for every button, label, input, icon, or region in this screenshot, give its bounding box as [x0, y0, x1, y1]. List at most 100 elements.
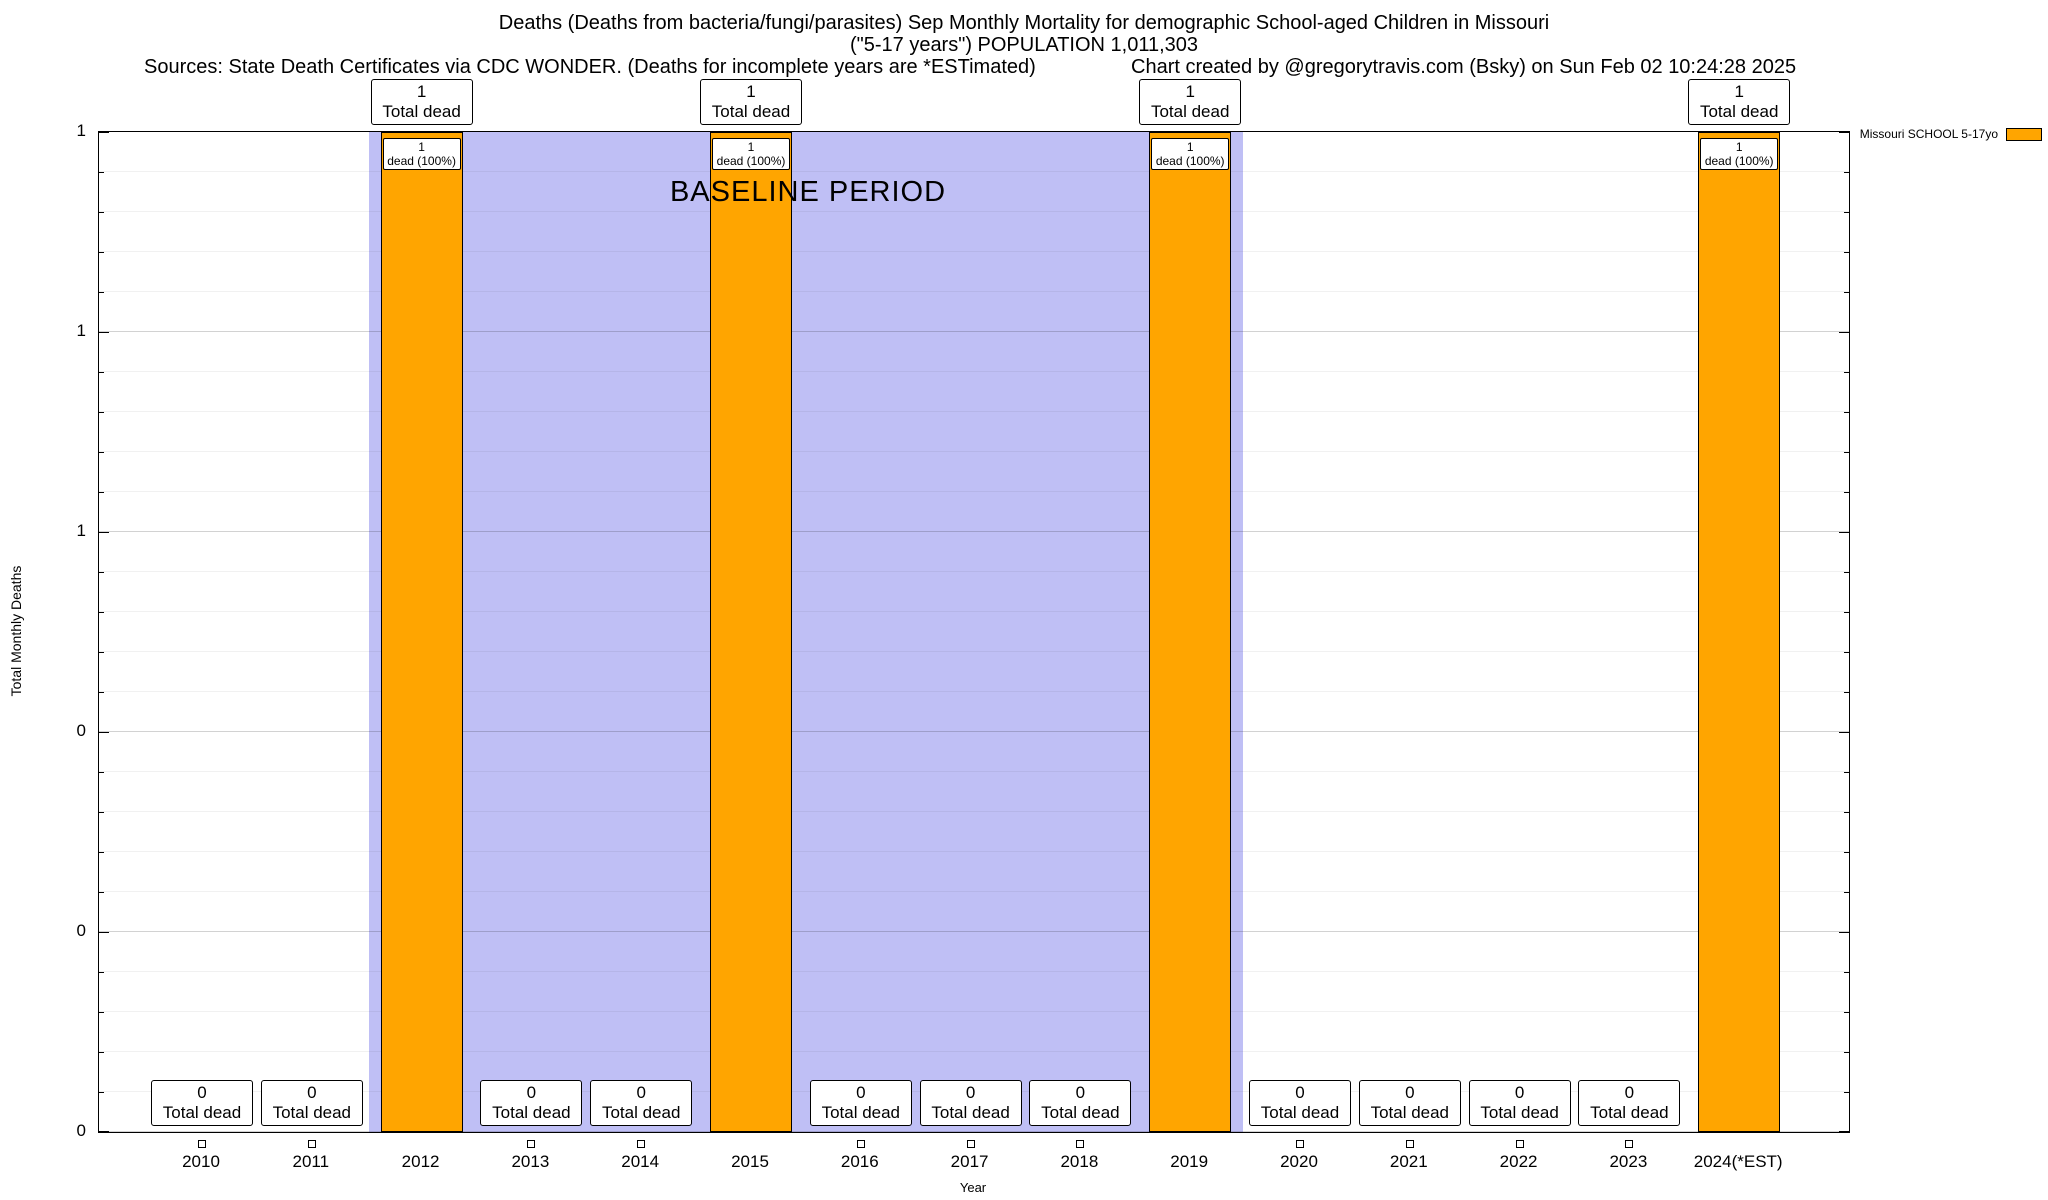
total-dead-label: 0 Total dead — [590, 1080, 693, 1126]
total-dead-value: 1 — [1734, 82, 1744, 101]
total-dead-value: 0 — [1295, 1083, 1305, 1102]
x-axis-tick-label: 2016 — [840, 1152, 879, 1171]
total-dead-value: 0 — [1514, 1083, 1525, 1102]
x-axis-tick-label: 2013 — [511, 1152, 550, 1171]
bar — [380, 132, 463, 1132]
x-axis-title: Year — [959, 1180, 987, 1195]
chart-sources: Sources: State Death Certificates via CD… — [144, 56, 1036, 78]
y-tick-mark — [99, 212, 104, 213]
x-axis-tick-label: 2020 — [1280, 1152, 1318, 1171]
y-tick-mark — [99, 412, 104, 413]
total-dead-value: 0 — [636, 1083, 646, 1102]
y-tick-mark — [99, 972, 104, 973]
total-dead-caption: Total dead — [492, 1103, 571, 1122]
y-tick-mark — [1844, 1092, 1849, 1093]
total-dead-label: 0 Total dead — [151, 1080, 253, 1126]
bar-count-caption: dead (100%) — [1155, 154, 1225, 168]
bar-count-label: 1 dead (100%) — [382, 138, 461, 170]
bar-count-caption: dead (100%) — [1704, 154, 1774, 168]
zero-point-marker — [1515, 1140, 1524, 1148]
y-axis-tick-label: 0 — [76, 921, 86, 940]
y-tick-mark — [99, 1012, 104, 1013]
y-tick-mark — [1844, 612, 1849, 613]
y-tick-mark — [1844, 212, 1849, 213]
y-tick-mark — [99, 172, 104, 173]
bar-count-label: 1 dead (100%) — [1151, 138, 1230, 170]
total-dead-value: 1 — [746, 82, 756, 101]
x-axis-tick-label: 2024(*EST) — [1693, 1152, 1783, 1171]
x-axis-tick-label: 2010 — [182, 1152, 220, 1171]
y-tick-mark — [1844, 292, 1849, 293]
y-tick-mark — [99, 1052, 104, 1053]
total-dead-value: 1 — [416, 82, 427, 101]
zero-point-marker — [1296, 1140, 1304, 1148]
total-dead-caption: Total dead — [601, 1103, 681, 1122]
total-dead-label: 0 Total dead — [1358, 1080, 1461, 1126]
bar-count-caption: dead (100%) — [716, 154, 786, 168]
plot-area: BASELINE PERIOD 0 Total dead 0 Total dead 1 d… — [98, 79, 1850, 1148]
total-dead-label: 0 Total dead — [1249, 1080, 1351, 1126]
y-tick-mark — [99, 772, 104, 773]
total-dead-label: 0 Total dead — [1578, 1080, 1681, 1126]
total-dead-value: 0 — [965, 1083, 976, 1102]
total-dead-value: 0 — [1405, 1083, 1415, 1102]
y-tick-mark — [99, 1131, 109, 1132]
bar — [1698, 132, 1781, 1132]
y-tick-mark — [99, 612, 104, 613]
y-tick-mark — [99, 692, 104, 693]
baseline-region-highlight — [368, 132, 1244, 1132]
x-axis-tick-label: 2012 — [401, 1152, 440, 1171]
y-axis-labels: 0 0 0 1 1 1 — [0, 121, 98, 1140]
y-tick-mark — [1844, 892, 1849, 893]
y-tick-mark — [99, 1092, 104, 1093]
y-tick-mark — [1844, 652, 1849, 653]
zero-point-marker — [637, 1140, 646, 1148]
total-dead-caption: Total dead — [1150, 102, 1230, 121]
chart-title: Deaths (Deaths from bacteria/fungi/paras… — [498, 12, 1550, 34]
total-dead-value: 0 — [1624, 1083, 1635, 1102]
y-tick-mark — [1844, 452, 1849, 453]
x-axis-tick-label: 2015 — [731, 1152, 769, 1171]
y-tick-mark — [1844, 812, 1849, 813]
bar-count-value: 1 — [1735, 140, 1743, 154]
total-dead-caption: Total dead — [272, 1103, 352, 1122]
zero-point-marker — [527, 1140, 536, 1148]
zero-point-marker — [1405, 1140, 1414, 1148]
chart-subtitle: ("5-17 years") POPULATION 1,011,303 — [849, 34, 1199, 56]
x-axis-labels: 2010 2011 2012 2013 2014 2015 2016 2017 2018 2019… — [98, 1152, 1848, 1178]
total-dead-value: 0 — [1075, 1083, 1086, 1102]
y-tick-mark — [99, 852, 104, 853]
zero-point-marker — [307, 1140, 316, 1148]
total-dead-value: 0 — [197, 1083, 207, 1102]
y-tick-mark — [1844, 1012, 1849, 1013]
total-dead-value: 0 — [526, 1083, 537, 1102]
zero-point-marker — [856, 1140, 865, 1148]
y-tick-mark — [99, 532, 109, 533]
y-axis-tick-label: 1 — [76, 121, 86, 140]
total-dead-caption: Total dead — [1699, 102, 1779, 121]
total-dead-caption: Total dead — [1590, 1103, 1669, 1122]
y-tick-mark — [1844, 572, 1849, 573]
y-tick-mark — [99, 132, 109, 133]
total-dead-label: 1 Total dead — [700, 79, 802, 125]
total-dead-caption: Total dead — [1480, 1103, 1559, 1122]
y-tick-mark — [99, 892, 104, 893]
y-tick-mark — [1839, 1131, 1849, 1132]
y-tick-mark — [1839, 332, 1849, 333]
y-tick-mark — [99, 252, 104, 253]
y-tick-mark — [1844, 372, 1849, 373]
y-tick-mark — [1844, 852, 1849, 853]
total-dead-caption: Total dead — [1041, 1103, 1120, 1122]
y-tick-mark — [99, 452, 104, 453]
total-dead-caption: Total dead — [821, 1103, 901, 1122]
bar-count-label: 1 dead (100%) — [1700, 138, 1779, 170]
baseline-period-label: BASELINE PERIOD — [669, 176, 947, 208]
y-tick-mark — [99, 332, 109, 333]
zero-point-marker — [198, 1140, 206, 1148]
y-tick-mark — [1844, 772, 1849, 773]
total-dead-label: 0 Total dead — [1029, 1080, 1132, 1126]
bar-count-label: 1 dead (100%) — [712, 138, 790, 170]
bar-count-value: 1 — [1186, 140, 1194, 154]
total-dead-caption: Total dead — [1260, 1103, 1340, 1122]
